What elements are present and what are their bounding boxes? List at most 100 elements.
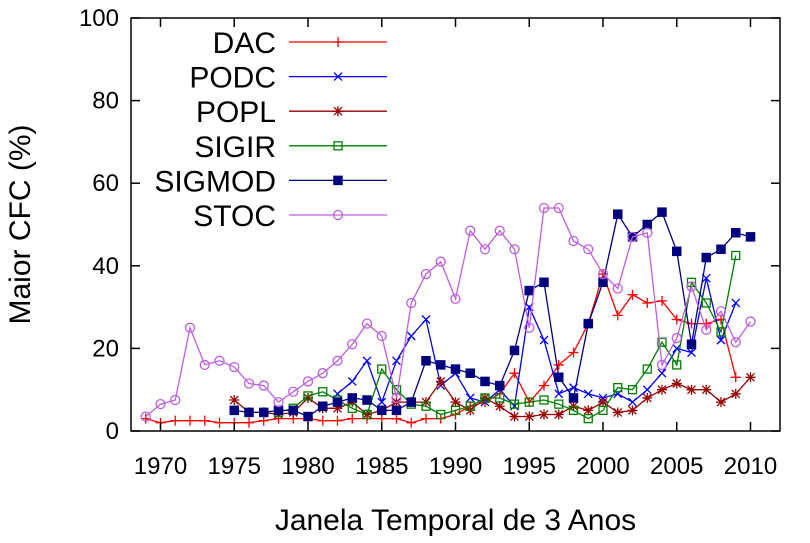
data-point <box>347 403 357 413</box>
y-tick-label: 0 <box>106 418 119 445</box>
data-point <box>627 405 638 416</box>
x-tick-label: 1980 <box>281 453 334 480</box>
data-point <box>509 399 520 409</box>
data-point <box>465 393 475 403</box>
data-point <box>701 298 711 308</box>
data-point <box>731 228 741 238</box>
data-point <box>480 376 490 387</box>
data-point <box>450 364 461 374</box>
data-point <box>612 283 623 294</box>
ticks-layer: 1970 1975 1980 1985 1990 1995 2000 2005 2010 0 20 4… <box>79 5 780 480</box>
data-point <box>332 397 343 407</box>
data-point <box>347 376 357 386</box>
data-point <box>362 409 372 420</box>
data-point <box>333 72 343 82</box>
x-tick-label: 1990 <box>429 453 482 480</box>
data-point <box>332 209 344 221</box>
legend-item-sigmod: SIGMOD <box>154 165 387 198</box>
data-point <box>568 235 579 247</box>
data-point <box>317 415 328 426</box>
y-tick-label: 40 <box>92 253 119 280</box>
data-point <box>244 417 254 428</box>
data-point <box>347 339 358 350</box>
data-point <box>524 397 534 407</box>
data-point <box>687 348 696 357</box>
data-point <box>657 207 667 217</box>
data-point <box>155 399 166 410</box>
x-tick-label: 1985 <box>355 453 408 480</box>
data-point <box>509 244 520 255</box>
data-point <box>436 409 446 420</box>
data-point <box>259 407 269 418</box>
data-point <box>613 209 623 219</box>
data-point <box>421 413 431 424</box>
data-point <box>568 347 579 358</box>
data-point <box>406 331 416 341</box>
data-point <box>583 318 593 329</box>
data-point <box>716 244 726 255</box>
data-point <box>377 397 387 407</box>
data-point <box>597 268 609 280</box>
data-point <box>598 397 608 408</box>
data-point <box>657 337 667 347</box>
data-point <box>524 322 535 333</box>
data-point <box>716 335 726 345</box>
data-point <box>612 407 623 418</box>
data-point <box>288 386 299 397</box>
data-point <box>376 330 387 342</box>
data-point <box>686 281 697 292</box>
data-point <box>465 401 475 411</box>
data-point <box>421 315 431 324</box>
data-point <box>361 318 373 329</box>
data-point <box>745 232 756 242</box>
data-point <box>686 384 697 395</box>
data-point <box>479 244 491 255</box>
data-point <box>554 399 564 409</box>
data-point <box>199 415 210 426</box>
data-point <box>642 219 652 230</box>
legend-label: DAC <box>213 27 276 60</box>
data-point <box>140 411 151 422</box>
data-point <box>421 401 431 411</box>
legend-item-popl: POPL <box>196 96 387 129</box>
data-point <box>332 415 343 426</box>
data-point <box>406 397 416 407</box>
data-point <box>450 293 461 304</box>
data-point <box>656 359 668 371</box>
data-point <box>332 403 343 414</box>
legend-label: STOC <box>193 200 276 233</box>
data-point <box>377 405 387 416</box>
data-point <box>745 316 756 327</box>
data-point <box>672 360 682 370</box>
x-tick-label: 1970 <box>134 453 187 480</box>
data-point <box>539 277 549 288</box>
data-point <box>628 397 637 407</box>
data-point <box>627 289 638 300</box>
data-point <box>671 378 682 389</box>
x-tick-label: 1975 <box>208 453 261 480</box>
data-point <box>583 405 594 416</box>
data-point <box>494 401 505 412</box>
x-tick-label: 2010 <box>724 453 777 480</box>
data-point <box>538 202 550 214</box>
data-point <box>612 310 623 321</box>
data-point <box>450 397 461 408</box>
data-point <box>347 413 358 424</box>
data-point <box>627 231 638 243</box>
data-point <box>539 380 549 391</box>
series-line <box>278 255 737 420</box>
data-point <box>258 380 269 391</box>
data-point <box>465 368 475 378</box>
data-point <box>229 405 239 416</box>
data-point <box>302 376 314 387</box>
data-point <box>288 405 298 416</box>
data-point <box>539 335 549 345</box>
data-point <box>509 345 520 356</box>
y-axis-label: Maior CFC (%) <box>4 125 37 325</box>
data-point <box>406 417 417 428</box>
data-point <box>730 388 741 399</box>
data-point <box>391 413 402 424</box>
data-point <box>140 413 151 424</box>
data-point <box>436 360 446 370</box>
